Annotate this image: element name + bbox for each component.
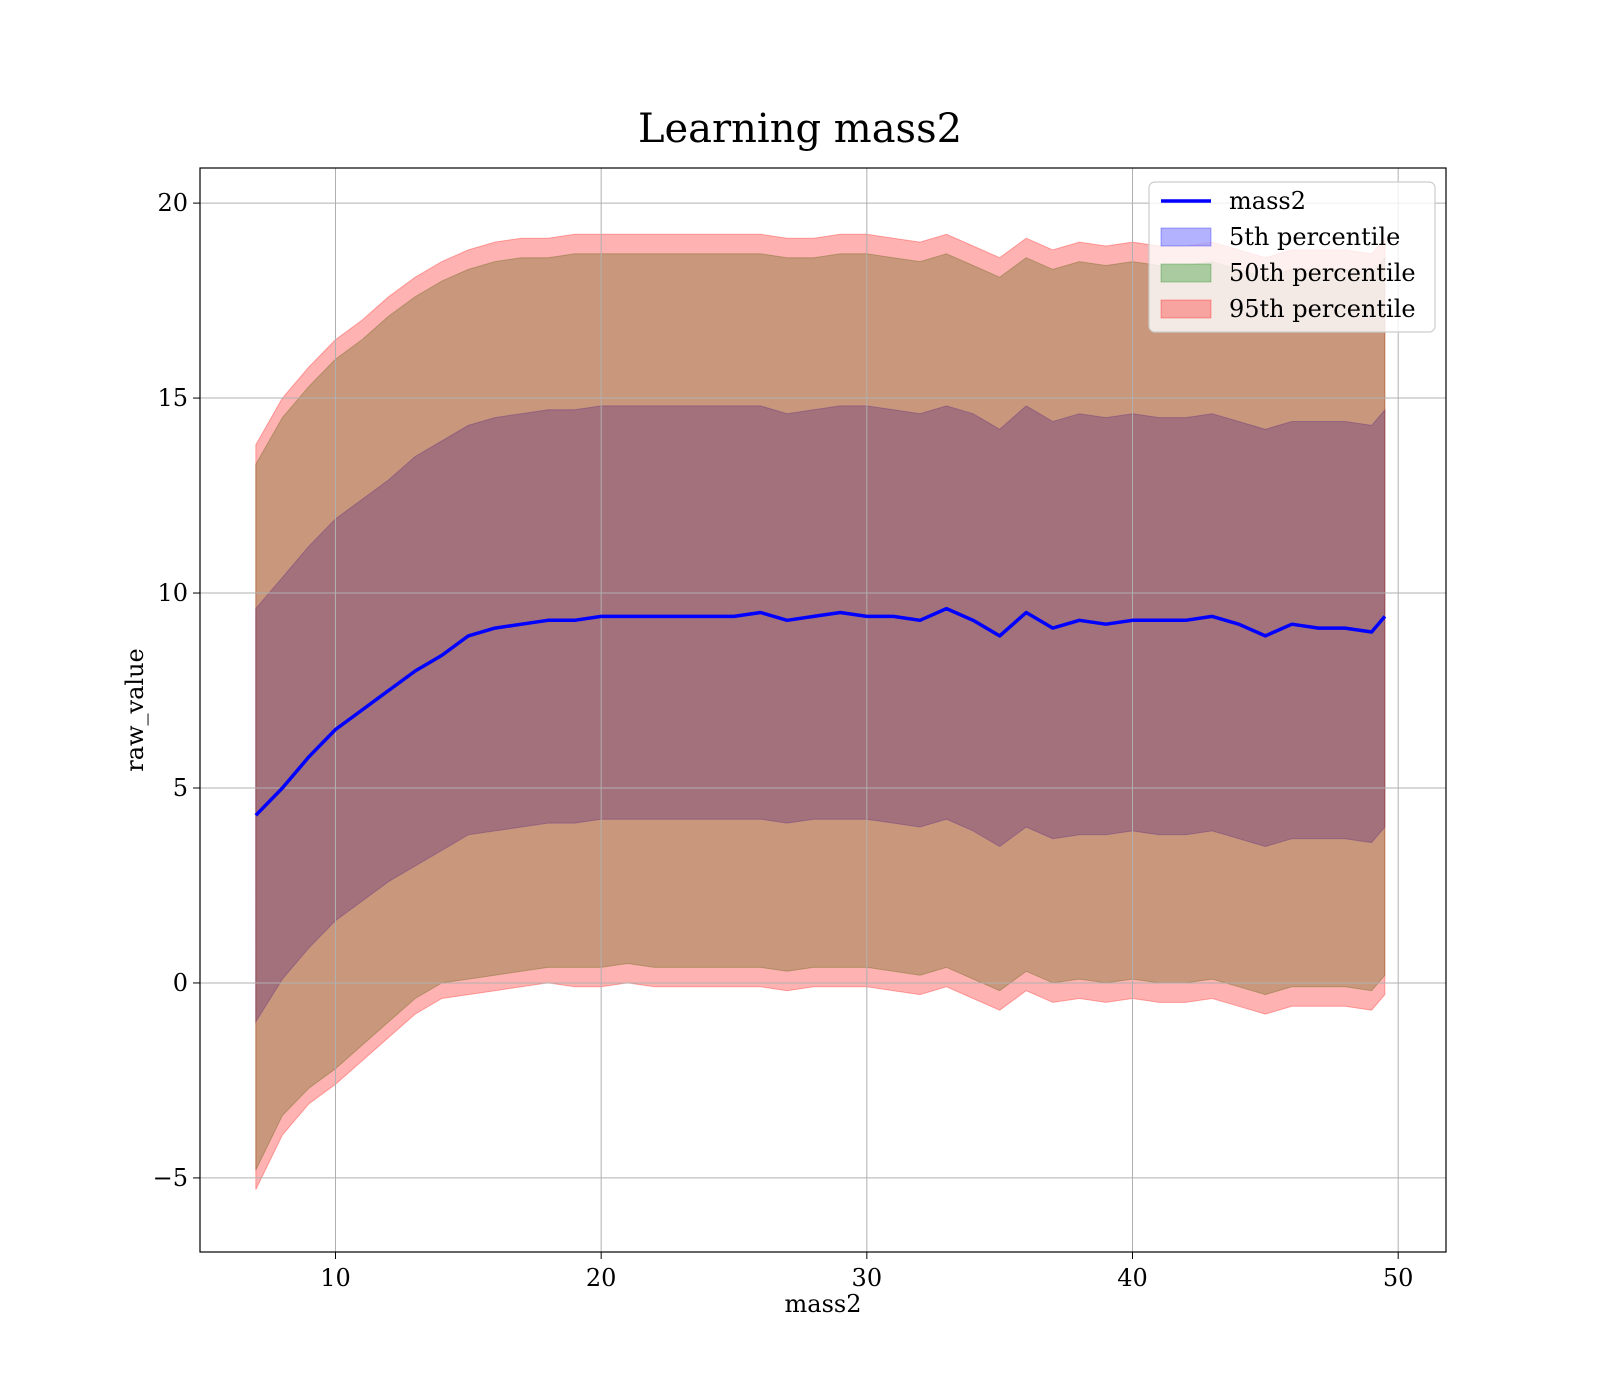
band-2 (255, 253, 1386, 1171)
plot-area (199, 167, 1447, 1253)
legend-label-2: 50th percentile (1229, 259, 1416, 287)
legend-swatch-1 (1160, 227, 1212, 247)
plot-frame (199, 167, 1447, 1253)
legend-box (1148, 181, 1436, 333)
series-lines (254, 606, 1387, 817)
x-tick-label-1: 20 (586, 1264, 617, 1292)
y-tick-label-0: −5 (153, 1164, 188, 1192)
x-axis-label: mass2 (785, 1290, 862, 1318)
y-axis-label: raw_value (121, 648, 149, 772)
y-tick-label-4: 15 (157, 384, 188, 412)
band-3 (255, 233, 1386, 1190)
y-tick-label-3: 10 (157, 579, 188, 607)
legend-label-3: 95th percentile (1229, 295, 1416, 323)
series-line (254, 606, 1387, 817)
grid-lines (200, 168, 1446, 1252)
legend: mass2 5th percentile 50th percentile 95th p… (1148, 181, 1436, 333)
legend-swatch-2 (1160, 263, 1212, 283)
band-1 (255, 405, 1386, 1024)
x-tick-label-2: 30 (852, 1264, 883, 1292)
chart-title: Learning mass2 (638, 106, 962, 152)
percentile-bands (255, 233, 1386, 1190)
legend-items: mass2 5th percentile 50th percentile 95th p… (1160, 187, 1416, 323)
x-tick-label-3: 40 (1117, 1264, 1148, 1292)
y-tick-label-1: 0 (173, 969, 188, 997)
x-axis-ticks: 10 20 30 40 50 (320, 1252, 1413, 1292)
x-tick-label-0: 10 (320, 1264, 351, 1292)
y-tick-label-2: 5 (173, 774, 188, 802)
y-tick-label-5: 20 (157, 189, 188, 217)
plot-background (200, 168, 1446, 1252)
legend-label-0: mass2 (1229, 187, 1306, 215)
legend-swatch-3 (1160, 299, 1212, 319)
x-tick-label-4: 50 (1383, 1264, 1414, 1292)
y-axis-ticks: −5 0 5 10 15 20 (153, 189, 200, 1192)
legend-label-1: 5th percentile (1229, 223, 1400, 251)
